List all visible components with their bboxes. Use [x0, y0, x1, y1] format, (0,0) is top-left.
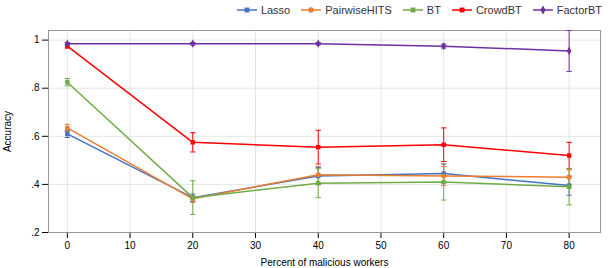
html-text:CrowdBT: CrowdBT [475, 4, 522, 16]
svg-text:.2: .2 [31, 227, 40, 238]
html-text:BT: BT [426, 4, 441, 16]
svg-text:1: 1 [34, 34, 40, 45]
svg-text:.6: .6 [31, 131, 40, 142]
svg-text:20: 20 [187, 240, 199, 251]
svg-text:50: 50 [375, 240, 387, 251]
svg-text:0: 0 [65, 240, 71, 251]
html-text:PairwiseHITS: PairwiseHITS [325, 4, 392, 16]
svg-text:Accuracy: Accuracy [2, 111, 13, 152]
svg-text:70: 70 [501, 240, 513, 251]
svg-text:.4: .4 [31, 179, 40, 190]
svg-text:30: 30 [250, 240, 262, 251]
svg-text:Percent of malicious workers: Percent of malicious workers [261, 257, 389, 268]
html-text:Lasso: Lasso [260, 4, 291, 16]
svg-text:.8: .8 [31, 82, 40, 93]
svg-text:10: 10 [124, 240, 136, 251]
html-text:FactorBT: FactorBT [556, 4, 602, 16]
svg-text:80: 80 [564, 240, 576, 251]
svg-text:40: 40 [313, 240, 325, 251]
svg-text:60: 60 [438, 240, 450, 251]
